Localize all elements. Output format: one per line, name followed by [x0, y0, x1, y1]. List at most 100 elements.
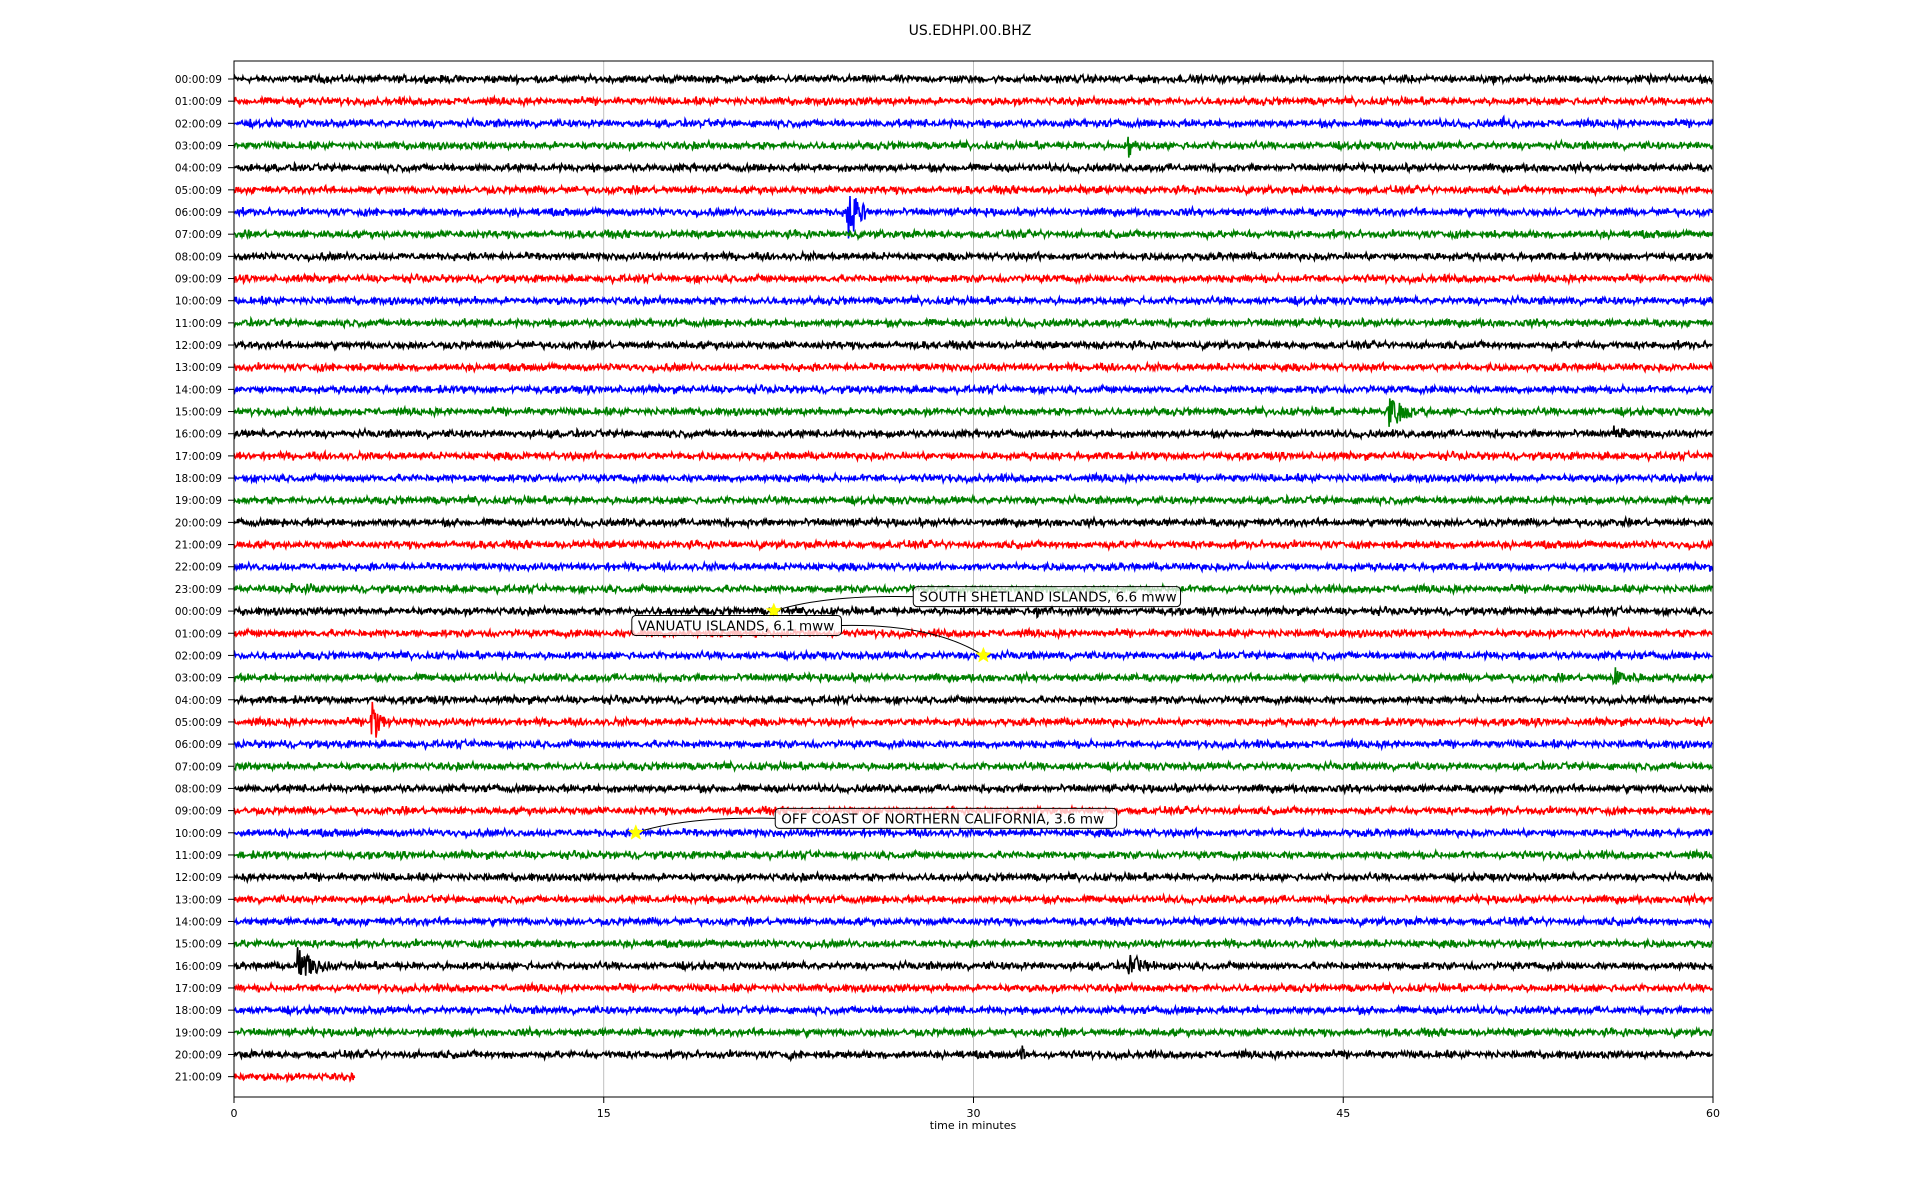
row-label: 23:00:09 [175, 584, 222, 596]
trace-line [233, 692, 1714, 707]
row-label: 01:00:09 [175, 628, 222, 640]
trace-line [233, 493, 1714, 508]
trace-line [233, 94, 1714, 109]
trace-line [233, 160, 1713, 175]
x-axis-ticks: 0 15 30 45 60 [231, 1097, 1720, 1120]
row-label: 18:00:09 [175, 473, 222, 485]
row-label: 15:00:09 [175, 407, 222, 419]
row-label: 16:00:09 [175, 429, 222, 441]
row-time-labels: 00:00:09 01:00:09 02:00:09 03:00:09 04:00:09… [175, 74, 234, 1084]
row-label: 13:00:09 [175, 894, 222, 906]
trace-line [233, 848, 1713, 862]
trace-line [233, 1024, 1714, 1040]
row-label: 03:00:09 [175, 141, 222, 153]
annotation-label: VANUATU ISLANDS, 6.1 mww [638, 618, 834, 634]
trace-line [233, 914, 1713, 929]
row-label: 11:00:09 [175, 850, 222, 862]
row-label: 00:00:09 [175, 74, 222, 86]
trace-line [233, 648, 1713, 663]
row-label: 14:00:09 [175, 384, 222, 396]
row-label: 22:00:09 [175, 562, 222, 574]
annotation-connector [635, 817, 776, 834]
trace-line [233, 1045, 1713, 1063]
trace-line [233, 737, 1713, 752]
annotation-box [912, 586, 1182, 608]
row-label: 08:00:09 [175, 783, 222, 795]
trace-line [233, 114, 1714, 131]
trace-line [233, 360, 1714, 375]
x-tick-label: 0 [231, 1107, 238, 1120]
trace-line [233, 227, 1714, 242]
trace-line [233, 980, 1713, 996]
row-label: 21:00:09 [175, 540, 222, 552]
row-label: 12:00:09 [175, 340, 222, 352]
annotation-connector [841, 624, 984, 656]
annotation-box [631, 614, 842, 636]
trace-line [233, 338, 1713, 353]
row-label: 05:00:09 [175, 185, 222, 197]
trace-line [233, 892, 1713, 907]
row-label: 12:00:09 [175, 872, 222, 884]
row-label: 05:00:09 [175, 717, 222, 729]
row-label: 09:00:09 [175, 274, 222, 286]
row-label: 04:00:09 [175, 695, 222, 707]
annotation-label: OFF COAST OF NORTHERN CALIFORNIA, 3.6 mw [781, 811, 1104, 827]
row-label: 19:00:09 [175, 495, 222, 507]
event-star-marker [975, 646, 992, 663]
event-annotation: SOUTH SHETLAND ISLANDS, 6.6 mww [765, 586, 1182, 619]
trace-line [233, 537, 1714, 552]
row-label: 01:00:09 [175, 96, 222, 108]
row-label: 06:00:09 [175, 207, 222, 219]
trace-line [233, 1002, 1713, 1018]
event-star-marker [765, 602, 783, 619]
row-label: 11:00:09 [175, 318, 222, 330]
trace-line [233, 71, 1714, 87]
row-label: 09:00:09 [175, 806, 222, 818]
plot-frame [233, 60, 1714, 1098]
row-label: 10:00:09 [175, 296, 222, 308]
row-label: 17:00:09 [175, 451, 222, 463]
seismic-traces [233, 71, 1714, 1084]
trace-line [233, 136, 1714, 158]
trace-line [233, 559, 1714, 574]
row-label: 00:00:09 [175, 606, 222, 618]
trace-line [233, 947, 1714, 976]
trace-line [233, 470, 1714, 486]
row-label: 15:00:09 [175, 939, 222, 951]
row-label: 07:00:09 [175, 761, 222, 773]
row-label: 02:00:09 [175, 650, 222, 662]
x-tick-label: 30 [967, 1107, 981, 1120]
row-label: 21:00:09 [175, 1072, 222, 1084]
row-label: 19:00:09 [175, 1027, 222, 1039]
row-label: 16:00:09 [175, 961, 222, 973]
trace-line [233, 293, 1714, 308]
trace-line [233, 315, 1714, 330]
trace-line [233, 271, 1713, 286]
annotation-label: SOUTH SHETLAND ISLANDS, 6.6 mww [919, 590, 1176, 606]
trace-line [233, 936, 1713, 951]
trace-line [233, 1071, 356, 1084]
trace-line [233, 781, 1714, 796]
trace-line [233, 183, 1714, 198]
chart-title: US.EDHPI.00.BHZ [909, 23, 1032, 39]
trace-line [233, 398, 1714, 427]
trace-line [233, 869, 1714, 885]
annotation-box [774, 807, 1118, 829]
event-annotation: VANUATU ISLANDS, 6.1 mww [631, 614, 992, 663]
row-label: 08:00:09 [175, 251, 222, 263]
row-label: 14:00:09 [175, 916, 222, 928]
row-label: 02:00:09 [175, 118, 222, 130]
event-star-marker [627, 824, 645, 840]
trace-line [234, 758, 1713, 774]
trace-line [233, 701, 1714, 738]
trace-line [233, 249, 1714, 263]
row-label: 06:00:09 [175, 739, 222, 751]
row-label: 10:00:09 [175, 828, 222, 840]
x-tick-label: 45 [1336, 1107, 1350, 1120]
row-label: 04:00:09 [175, 163, 222, 175]
trace-line [233, 626, 1713, 641]
row-label: 07:00:09 [175, 229, 222, 241]
trace-line [233, 382, 1713, 397]
row-label: 20:00:09 [175, 1049, 222, 1061]
